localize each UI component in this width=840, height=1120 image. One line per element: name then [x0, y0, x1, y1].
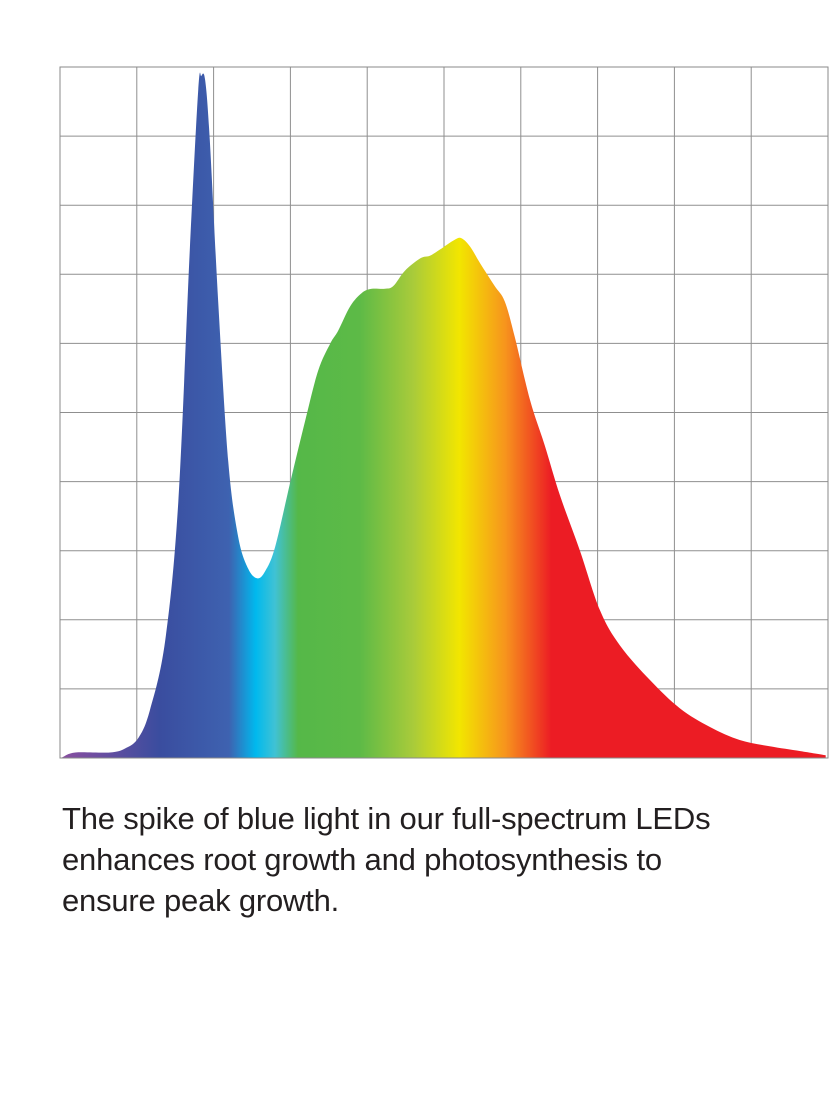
- spectrum-area: [62, 72, 826, 759]
- spectrum-chart: [59, 66, 829, 759]
- caption-line: enhances root growth and photosynthesis …: [62, 842, 662, 877]
- caption-line: ensure peak growth.: [62, 883, 340, 918]
- caption-line: The spike of blue light in our full-spec…: [62, 801, 711, 836]
- caption: The spike of blue light in our full-spec…: [62, 798, 822, 921]
- plot-frame: [59, 66, 829, 759]
